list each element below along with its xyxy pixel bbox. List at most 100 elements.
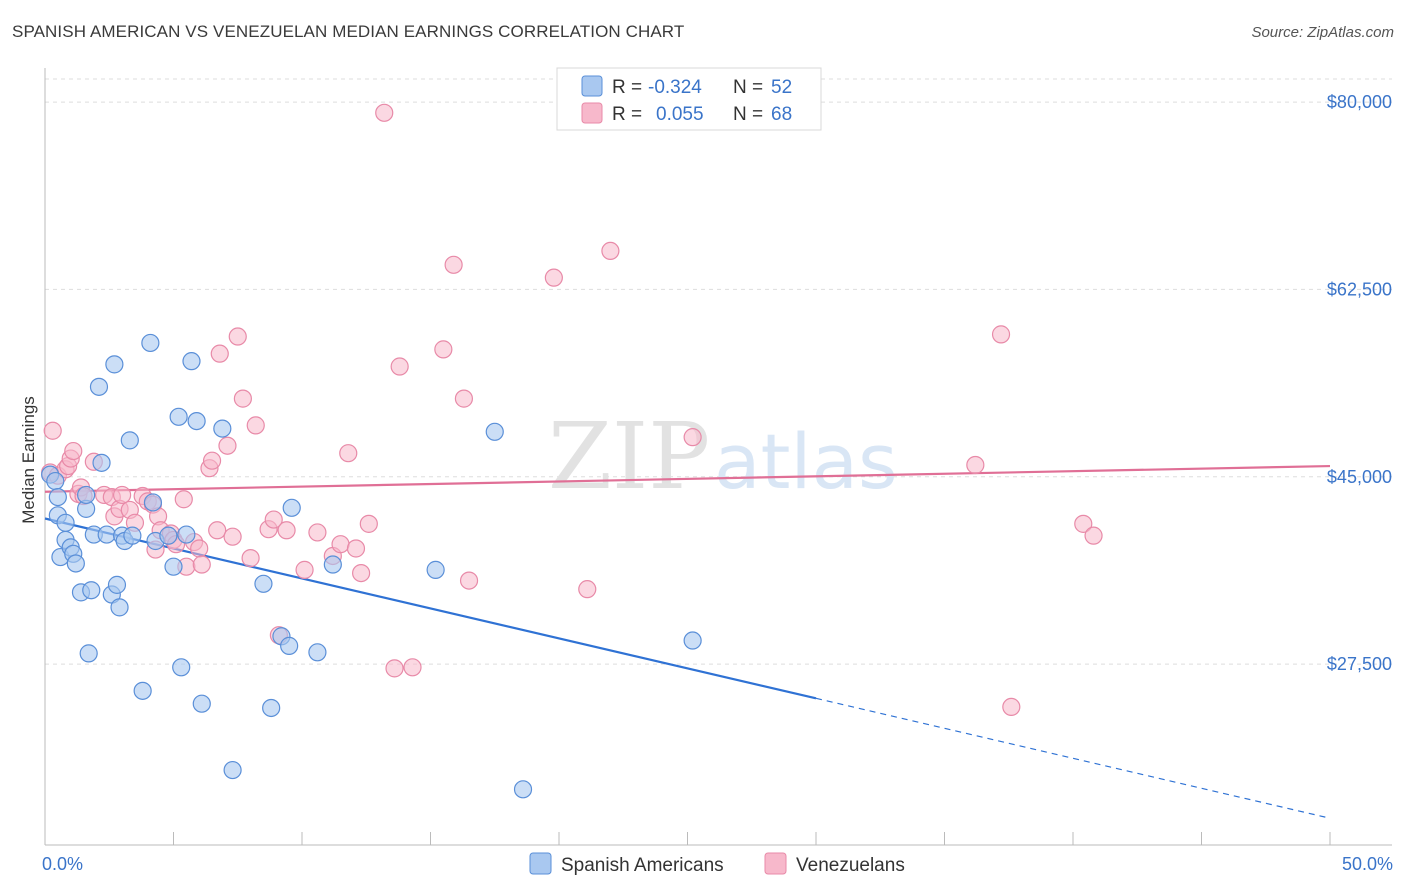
venezuelans-point [375, 103, 394, 122]
legend-n-value-1: 52 [771, 77, 792, 98]
legend-r-value-2: 0.055 [656, 104, 704, 125]
venezuelans-point [601, 241, 620, 261]
spanish-americans-point [213, 419, 232, 438]
bottom-legend-spanish-americans: Spanish Americans [561, 855, 724, 876]
venezuelans-point [246, 416, 265, 435]
spanish-americans-point [133, 681, 152, 700]
legend-swatch-blue [581, 75, 603, 97]
spanish-americans-point [192, 694, 211, 713]
spanish-americans-point [107, 575, 127, 594]
spanish-americans-point [323, 555, 342, 574]
venezuelans-point [192, 555, 211, 574]
venezuelans-point [434, 340, 453, 359]
x-tick-label-max: 50.0% [1342, 854, 1393, 874]
grid-lines [45, 78, 1392, 665]
tick-labels: $27,500 $45,000 $62,500 $80,000 0.0% 50.0% [42, 92, 1393, 874]
venezuelans-point [459, 571, 479, 590]
spanish-americans-point [164, 557, 183, 576]
venezuelans-trend-line [44, 464, 1331, 493]
y-tick-label: $27,500 [1327, 654, 1392, 674]
axes [44, 68, 1392, 846]
venezuelans-point [359, 514, 378, 533]
venezuelans-point [1084, 526, 1103, 545]
venezuelans-point [578, 580, 597, 599]
spanish-americans-point [262, 698, 281, 718]
series-legend: Spanish Americans Venezuelans [529, 852, 905, 876]
spanish-americans-trend-extension [815, 697, 1331, 819]
spanish-americans-point [105, 355, 124, 374]
chart-source: Source: ZipAtlas.com [1251, 24, 1394, 41]
spanish-americans-point [513, 780, 533, 799]
spanish-americans-point [120, 431, 139, 450]
y-tick-label: $62,500 [1327, 279, 1392, 299]
y-tick-label: $45,000 [1327, 467, 1392, 487]
legend-r-value-1: -0.324 [648, 77, 702, 98]
venezuelans-point [210, 344, 229, 363]
venezuelans-point [339, 444, 358, 463]
spanish-americans-point [143, 493, 163, 512]
spanish-americans-point [282, 498, 301, 517]
correlation-legend: R = -0.324 N = 52 R = 0.055 N = 68 [556, 67, 822, 131]
venezuelans-point [174, 490, 193, 509]
venezuelans-point [190, 539, 209, 558]
venezuelans-point [454, 389, 474, 408]
spanish-americans-point [223, 760, 242, 780]
venezuelans-point [352, 563, 371, 583]
venezuelans-point [295, 560, 314, 579]
spanish-americans-point [92, 453, 111, 472]
watermark: ZIP atlas [548, 403, 898, 510]
spanish-americans-point [48, 487, 67, 507]
venezuelans-point [43, 421, 62, 440]
venezuelans-point [444, 255, 463, 274]
venezuelans-point [208, 521, 227, 540]
spanish-americans-point [172, 658, 191, 677]
spanish-americans-point [485, 422, 504, 441]
spanish-americans-point [66, 554, 85, 573]
bottom-legend-swatch-pink [764, 852, 787, 875]
spanish-americans-point [169, 407, 188, 426]
spanish-americans-point [56, 513, 75, 532]
spanish-americans-point [82, 581, 101, 600]
spanish-americans-point [159, 526, 178, 545]
spanish-americans-point [89, 377, 109, 396]
venezuelans-point [218, 436, 237, 455]
venezuelans-point [1074, 514, 1093, 533]
venezuelans-point [991, 325, 1011, 344]
x-tick-label-min: 0.0% [42, 854, 83, 874]
bottom-legend-venezuelans: Venezuelans [796, 855, 905, 876]
spanish-americans-point [683, 631, 702, 650]
spanish-americans-point [426, 560, 445, 579]
legend-swatch-pink [581, 102, 603, 124]
spanish-americans-point [177, 525, 196, 544]
venezuelans-point [112, 485, 132, 505]
spanish-americans-point [110, 598, 129, 617]
venezuelans-point [264, 510, 283, 529]
y-tick-label: $80,000 [1327, 92, 1392, 112]
watermark-zip: ZIP [548, 403, 710, 510]
spanish-americans-point [77, 485, 96, 505]
spanish-americans-point [123, 526, 142, 545]
spanish-americans-point [97, 525, 116, 544]
venezuelans-point [228, 327, 247, 346]
spanish-americans-point [187, 411, 206, 431]
venezuelans-point [385, 659, 404, 678]
venezuelans-point [966, 455, 985, 475]
venezuelans-point [223, 527, 242, 546]
spanish-americans-point [254, 574, 273, 593]
legend-r-label-1: R = [612, 77, 642, 98]
venezuelans-point [233, 389, 252, 408]
venezuelans-point [64, 441, 83, 461]
venezuelans-point [331, 535, 350, 554]
venezuelans-point [277, 521, 296, 540]
spanish-americans-point [280, 636, 299, 655]
venezuelans-point [308, 523, 327, 542]
venezuelans-point [544, 268, 563, 287]
venezuelans-point [346, 539, 366, 558]
venezuelans-point [403, 658, 422, 677]
spanish-americans-point [46, 471, 65, 491]
spanish-americans-point [141, 333, 160, 353]
bottom-legend-swatch-blue [529, 852, 552, 875]
y-axis-label: Median Earnings [19, 396, 38, 524]
legend-n-label-2: N = [733, 104, 763, 125]
